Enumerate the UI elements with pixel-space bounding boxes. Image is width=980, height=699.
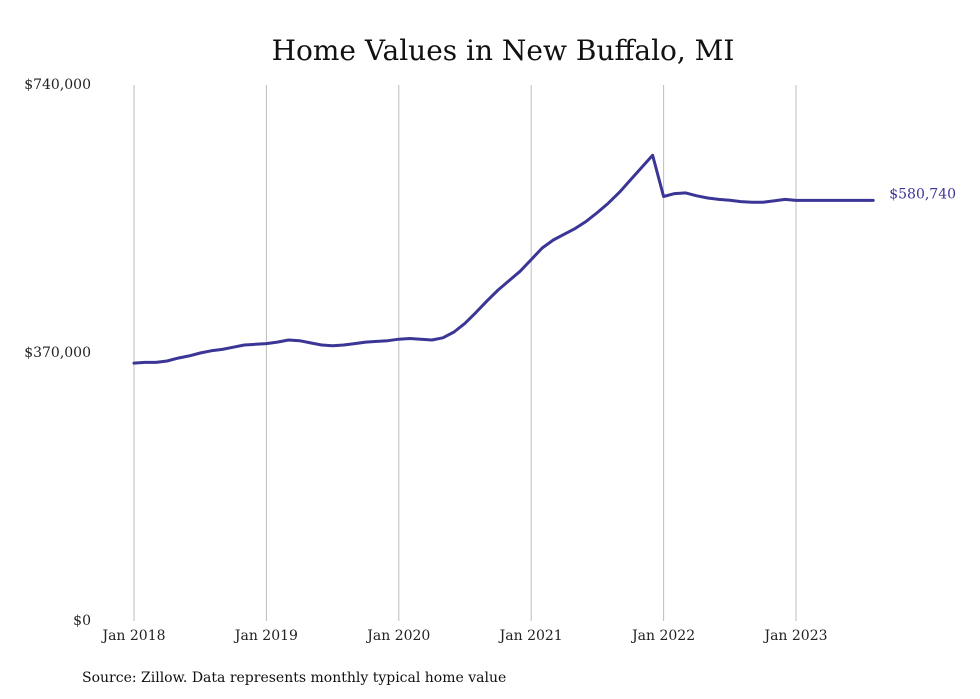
x-axis: Jan 2018 Jan 2019 Jan 2020 Jan 2021 Jan 2022… bbox=[100, 628, 827, 644]
x-tick-label: Jan 2023 bbox=[762, 628, 827, 644]
end-value-label: $580,740 bbox=[889, 186, 956, 202]
x-tick-label: Jan 2019 bbox=[233, 628, 298, 644]
x-tick-label: Jan 2018 bbox=[100, 628, 165, 644]
y-tick-label: $370,000 bbox=[24, 345, 91, 361]
x-tick-label: Jan 2020 bbox=[365, 628, 430, 644]
series-group: $580,740 bbox=[132, 153, 956, 365]
gridlines bbox=[133, 85, 797, 621]
chart-title: Home Values in New Buffalo, MI bbox=[272, 34, 735, 67]
y-axis: $0 $370,000 $740,000 bbox=[24, 77, 91, 629]
y-tick-label: $0 bbox=[73, 613, 91, 629]
source-note: Source: Zillow. Data represents monthly … bbox=[82, 670, 506, 686]
x-tick-label: Jan 2022 bbox=[630, 628, 695, 644]
y-tick-label: $740,000 bbox=[24, 77, 91, 93]
series-line bbox=[132, 153, 875, 365]
x-tick-label: Jan 2021 bbox=[498, 628, 563, 644]
